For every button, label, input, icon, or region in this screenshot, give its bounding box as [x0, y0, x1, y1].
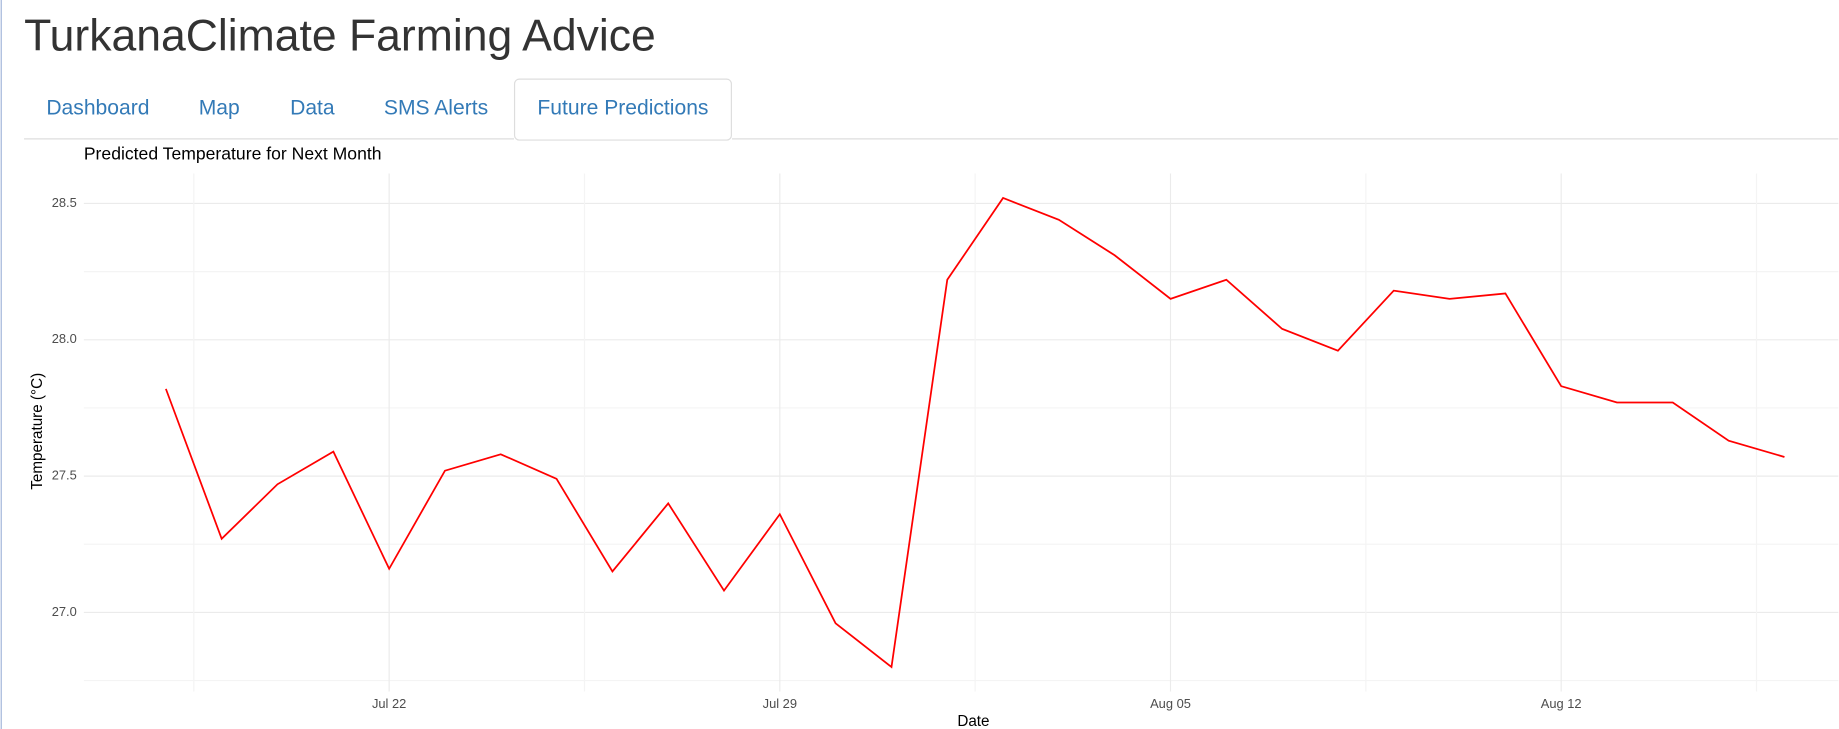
x-tick-label: Jul 22 [372, 696, 406, 711]
x-tick-label: Jul 29 [763, 696, 797, 711]
y-axis-label: Temperature (°C) [29, 373, 46, 490]
y-tick-label: 28.5 [52, 195, 77, 210]
x-tick-label: Aug 05 [1150, 696, 1191, 711]
x-tick-label: Aug 12 [1541, 696, 1582, 711]
y-tick-label: 27.0 [52, 604, 77, 619]
active-tab-box [513, 78, 732, 141]
x-axis-label: Date [957, 713, 989, 729]
nav-tab[interactable]: Future Predictions [537, 97, 708, 120]
temperature-line [165, 196, 1785, 669]
nav-tab[interactable]: SMS Alerts [384, 97, 488, 120]
nav-tab[interactable]: Data [290, 97, 335, 120]
page-title: TurkanaClimate Farming Advice [24, 11, 656, 60]
nav-tab[interactable]: Map [199, 97, 240, 120]
chart-title: Predicted Temperature for Next Month [84, 143, 382, 163]
y-tick-label: 27.5 [52, 468, 77, 483]
y-tick-label: 28.0 [52, 331, 77, 346]
nav-tab[interactable]: Dashboard [46, 97, 149, 120]
